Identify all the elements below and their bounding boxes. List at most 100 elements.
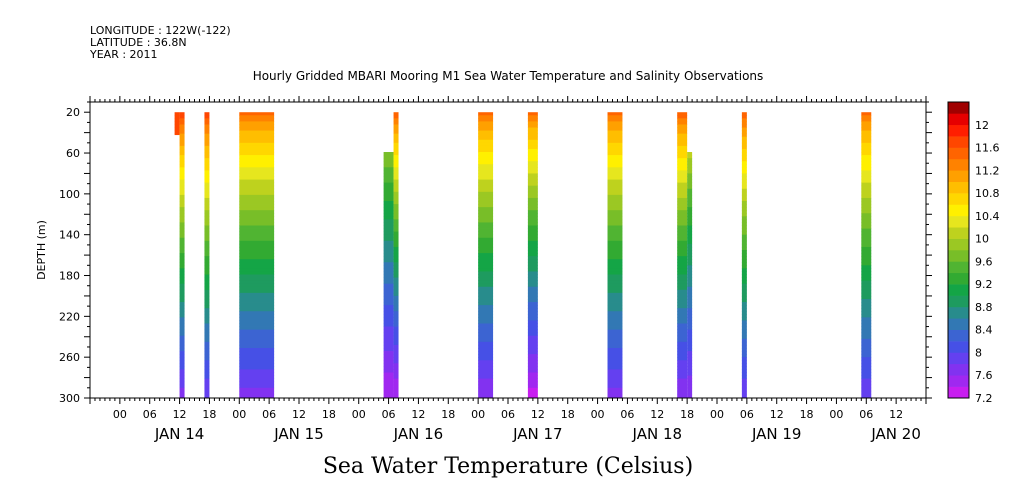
- data-cell: [677, 314, 688, 318]
- data-cell: [478, 298, 494, 303]
- data-cell: [478, 222, 494, 226]
- data-cell: [393, 139, 399, 144]
- data-cell: [393, 308, 399, 312]
- data-cell: [687, 262, 693, 266]
- data-cell: [204, 182, 210, 187]
- y-tick-label: 220: [59, 310, 80, 323]
- x-tick-label: 12: [411, 408, 425, 421]
- data-cell: [179, 191, 185, 196]
- x-tick-label: 06: [143, 408, 157, 421]
- data-cell: [204, 216, 210, 220]
- data-cell: [204, 222, 210, 226]
- data-cell: [861, 179, 872, 184]
- data-cell: [861, 225, 872, 229]
- data-cell: [478, 115, 494, 119]
- data-cell: [687, 246, 693, 251]
- data-cell: [239, 133, 275, 138]
- data-cell: [179, 256, 185, 260]
- data-cell: [383, 311, 394, 315]
- data-cell: [741, 246, 747, 251]
- data-cell: [607, 344, 623, 349]
- data-cell: [393, 130, 399, 135]
- data-cell: [861, 344, 872, 349]
- y-tick-label: 20: [66, 106, 80, 119]
- data-cell: [179, 124, 185, 128]
- data-cell: [527, 197, 538, 202]
- data-cell: [393, 234, 399, 239]
- data-cell: [527, 372, 538, 376]
- data-cell: [861, 363, 872, 367]
- colorbar-swatch: [948, 136, 969, 148]
- data-cell: [607, 289, 623, 294]
- x-tick-label: 00: [591, 408, 605, 421]
- data-cell: [677, 360, 688, 364]
- data-cell: [239, 372, 275, 376]
- data-cell: [677, 384, 688, 389]
- data-cell: [677, 133, 688, 138]
- data-cell: [239, 381, 275, 386]
- data-cell: [239, 188, 275, 193]
- data-cell: [687, 216, 693, 220]
- data-cell: [478, 274, 494, 278]
- data-cell: [478, 142, 494, 147]
- data-cell: [677, 231, 688, 236]
- data-cell: [861, 142, 872, 147]
- data-cell: [741, 378, 747, 383]
- data-cell: [393, 219, 399, 223]
- data-cell: [239, 216, 275, 220]
- y-tick-label: 300: [59, 392, 80, 405]
- data-cell: [861, 372, 872, 376]
- data-cell: [677, 136, 688, 141]
- data-cell: [383, 182, 394, 187]
- data-cell: [383, 216, 394, 220]
- data-cell: [478, 256, 494, 260]
- data-cell: [861, 320, 872, 324]
- data-cell: [393, 213, 399, 217]
- data-cell: [607, 265, 623, 269]
- data-cell: [677, 194, 688, 199]
- data-cell: [383, 326, 394, 331]
- data-cell: [179, 136, 185, 141]
- data-cell: [861, 393, 872, 398]
- data-cell: [179, 387, 185, 392]
- data-cell: [204, 256, 210, 260]
- data-cell: [607, 210, 623, 214]
- data-cell: [607, 320, 623, 324]
- data-cell: [204, 133, 210, 138]
- data-cell: [861, 335, 872, 340]
- data-cell: [861, 305, 872, 309]
- data-cell: [393, 228, 399, 233]
- data-cell: [861, 201, 872, 205]
- data-cell: [174, 118, 180, 122]
- data-cell: [607, 246, 623, 251]
- data-cell: [607, 286, 623, 291]
- data-cell: [527, 253, 538, 257]
- data-cell: [478, 323, 494, 327]
- data-cell: [204, 179, 210, 184]
- data-cell: [204, 335, 210, 340]
- data-cell: [687, 152, 693, 156]
- data-cell: [393, 332, 399, 337]
- data-cell: [677, 250, 688, 254]
- data-cell: [179, 347, 185, 352]
- x-tick-label: 00: [113, 408, 127, 421]
- data-cell: [174, 133, 180, 136]
- data-cell: [393, 182, 399, 187]
- data-cell: [204, 366, 210, 370]
- data-cell: [239, 112, 275, 116]
- data-cell: [861, 219, 872, 223]
- data-cell: [239, 344, 275, 349]
- date-label: JAN 17: [512, 425, 563, 443]
- data-cell: [607, 369, 623, 373]
- data-cell: [478, 185, 494, 190]
- data-cell: [204, 130, 210, 135]
- data-cell: [393, 381, 399, 386]
- data-cell: [204, 152, 210, 156]
- data-cell: [527, 167, 538, 171]
- data-cell: [393, 354, 399, 358]
- data-cell: [687, 188, 693, 193]
- data-cell: [393, 289, 399, 294]
- data-cell: [393, 268, 399, 272]
- data-cell: [677, 317, 688, 321]
- plot-frame: [89, 101, 927, 399]
